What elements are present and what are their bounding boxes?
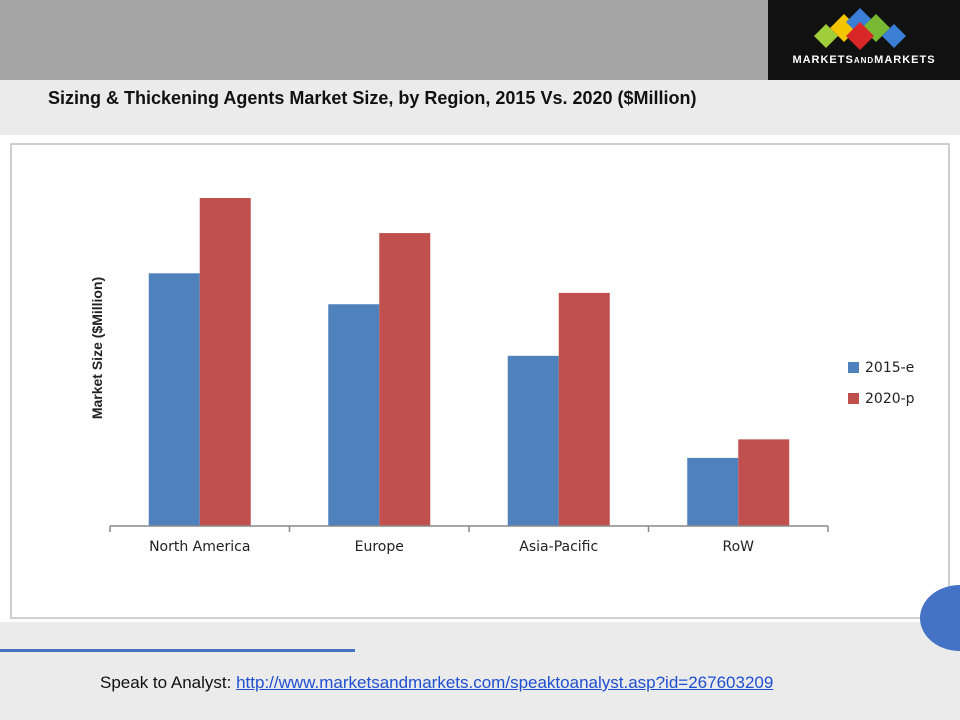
footer-divider xyxy=(0,649,355,652)
bar-2020-p-asia-pacific xyxy=(558,292,610,526)
legend-label: 2020-p xyxy=(865,391,915,407)
footer-contact: Speak to Analyst: http://www.marketsandm… xyxy=(100,673,773,693)
bar-2015-e-europe xyxy=(328,304,380,526)
bar-2015-e-north-america xyxy=(148,273,200,526)
analyst-link[interactable]: http://www.marketsandmarkets.com/speakto… xyxy=(236,673,774,692)
bar-2020-p-europe xyxy=(379,233,431,526)
bar-2020-p-row xyxy=(738,439,790,526)
logo-wordmark: MARKETSANDMARKETS xyxy=(792,54,936,66)
title-band xyxy=(0,80,960,135)
x-tick-label: North America xyxy=(149,539,250,555)
legend-swatch xyxy=(848,362,859,373)
legend-label: 2015-e xyxy=(865,360,914,376)
bar-2015-e-row xyxy=(687,457,739,526)
x-tick-label: Asia-Pacific xyxy=(519,539,598,555)
x-tick-label: RoW xyxy=(722,539,754,555)
footer-label: Speak to Analyst: xyxy=(100,673,237,692)
page-title: Sizing & Thickening Agents Market Size, … xyxy=(48,88,697,108)
company-logo: MARKETSANDMARKETS xyxy=(768,0,960,80)
bar-chart: North America Europe Asia-Pacific RoW Market… xyxy=(89,198,915,555)
chart-frame: North America Europe Asia-Pacific RoW Market… xyxy=(10,143,950,619)
logo-diamonds-icon xyxy=(814,8,906,50)
legend-swatch xyxy=(848,393,859,404)
bar-2015-e-asia-pacific xyxy=(507,355,559,526)
x-tick-label: Europe xyxy=(355,539,404,555)
footer-band xyxy=(0,622,960,720)
header-band xyxy=(0,0,768,80)
y-axis-label: Market Size ($Million) xyxy=(89,277,105,419)
bar-2020-p-north-america xyxy=(199,198,251,526)
